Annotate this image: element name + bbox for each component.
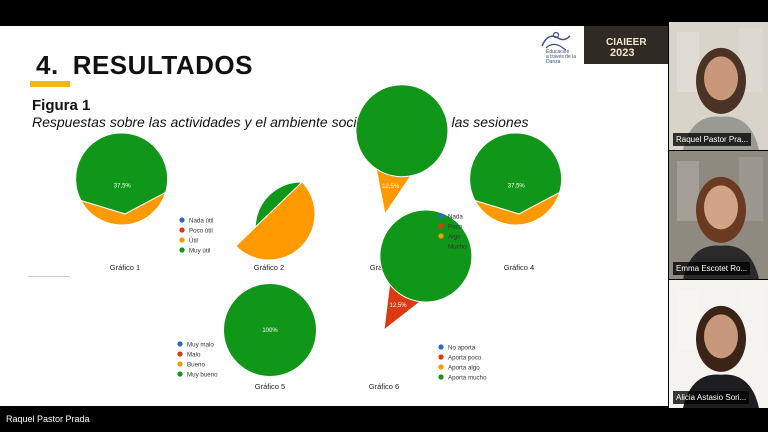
participant-name-label: Alicia Astasio Sori... — [673, 391, 750, 404]
legend-swatch — [177, 341, 183, 347]
pie-slice-label: 62,5% — [119, 240, 137, 246]
section-title: RESULTADOS — [72, 50, 253, 80]
pie-slice-label: 37,5% — [508, 184, 526, 190]
pie-slice-label: 50% — [243, 191, 256, 197]
legend-swatch — [438, 223, 444, 229]
legend-label: Bueno — [187, 361, 205, 368]
legend-swatch — [179, 217, 185, 223]
legend-label: Muy malo — [187, 341, 214, 348]
legend-label: No aporta — [448, 344, 476, 351]
chart-title: Gráfico 2 — [254, 263, 284, 272]
presentation-slide: 4. RESULTADOS Figura 1 Respuestas sobre l… — [0, 26, 668, 406]
pie-chart-4: 62,5% 37,5% Gráfico 4 — [469, 132, 563, 272]
pie-slice — [469, 132, 563, 215]
pie-slice-label: 100% — [262, 328, 278, 334]
ciaieer-logo-line1: CIAIEER — [606, 37, 647, 48]
legend-label: Nada — [448, 213, 463, 220]
title-underline-bar — [30, 81, 70, 87]
legend-swatch — [438, 354, 444, 360]
participant-silhouette-icon — [677, 28, 763, 150]
pie-chart-5: 100% Gráfico 5 — [224, 284, 316, 391]
pie-slice — [75, 132, 169, 215]
participant-video-tile[interactable]: Alicia Astasio Sori... — [669, 280, 768, 408]
participant-video-tile[interactable]: Raquel Pastor Pra... — [669, 22, 768, 150]
pie-slice-label: 62,5% — [513, 240, 531, 246]
chart-title: Gráfico 4 — [504, 263, 534, 272]
chart-title: Gráfico 5 — [255, 382, 285, 391]
legend-swatch — [177, 361, 183, 367]
section-number: 4. — [36, 50, 59, 80]
pie-slice — [235, 181, 316, 261]
pie-slice — [473, 191, 561, 226]
divider-line — [28, 276, 70, 277]
legend-swatch — [438, 364, 444, 370]
ciaieer-logo-line2: 2023 — [610, 47, 635, 59]
legend-swatch — [438, 213, 444, 219]
figure-label: Figura 1 — [32, 97, 91, 114]
legend-swatch — [177, 351, 183, 357]
legend-label: Poco útil — [189, 227, 213, 234]
pie-charts-figure: 62,5% 37,5% Gráfico 1 37,5% 12,5% 50% Gráfico … — [75, 84, 563, 391]
dance-education-logo: Educación a través de la Danza — [532, 28, 582, 65]
legend-label: Mucho — [448, 243, 467, 250]
legend-label: Útil — [189, 237, 198, 244]
chart-legend-3: Muy malo Malo Bueno Muy bueno — [177, 341, 218, 378]
pie-slice — [383, 283, 422, 332]
active-speaker-name: Raquel Pastor Prada — [6, 414, 90, 424]
legend-label: Poco — [448, 223, 463, 230]
participant-name-label: Raquel Pastor Pra... — [673, 133, 752, 146]
legend-label: Aporta poco — [448, 354, 482, 361]
chart-title: Gráfico 1 — [110, 263, 140, 272]
participant-name-label: Emma Escotet Ro... — [673, 262, 751, 275]
section-heading: 4. RESULTADOS — [36, 50, 253, 81]
legend-swatch — [179, 247, 185, 253]
legend-label: Aporta algo — [448, 364, 480, 371]
legend-swatch — [438, 243, 444, 249]
ciaieer-logo: CIAIEER 2023 — [584, 26, 668, 64]
pie-slice-label: 12,5% — [390, 303, 408, 309]
pie-chart-6: 87,5% 12,5% Gráfico 6 — [361, 209, 473, 391]
chart-legend-1: Nada útil Poco útil Útil Muy útil — [179, 217, 213, 254]
pie-slice — [375, 167, 412, 216]
legend-label: Muy bueno — [187, 371, 218, 378]
legend-swatch — [179, 237, 185, 243]
chart-legend-2: Nada Poco Algo Mucho — [438, 213, 467, 250]
pie-slice-label: 37,5% — [114, 184, 132, 190]
logo-text-line2: a través de la — [546, 54, 577, 60]
logo-text-line3: Danza — [546, 59, 561, 65]
pie-chart-2: 37,5%12,5%50%Gráfico 2 — [234, 181, 316, 272]
conference-logos: Educación a través de la Danza CIAIEER 2… — [532, 26, 668, 65]
legend-swatch — [438, 344, 444, 350]
legend-label: Aporta mucho — [448, 374, 487, 381]
pie-slice-label: 87,5% — [371, 240, 389, 246]
chart-title: Gráfico 6 — [369, 382, 399, 391]
pie-slice — [79, 191, 167, 226]
participant-silhouette-icon — [677, 286, 763, 408]
pie-slice — [224, 284, 316, 376]
participant-video-tile[interactable]: Emma Escotet Ro... — [669, 151, 768, 279]
legend-swatch — [438, 374, 444, 380]
chart-legend-4: No aporta Aporta poco Aporta algo Aporta mu… — [438, 344, 487, 381]
participant-silhouette-icon — [677, 157, 763, 279]
legend-label: Algo — [448, 233, 461, 240]
legend-label: Muy útil — [189, 247, 210, 254]
pie-slice-label: 12,5% — [382, 184, 400, 190]
legend-label: Malo — [187, 351, 201, 358]
pie-slice — [355, 84, 449, 216]
pie-slice-label: 87,5% — [361, 353, 379, 359]
legend-swatch — [438, 233, 444, 239]
logo-text-line1: Educación — [546, 49, 570, 55]
pie-chart-1: 62,5% 37,5% Gráfico 1 — [75, 132, 169, 272]
legend-swatch — [177, 371, 183, 377]
dancer-icon — [541, 31, 571, 51]
legend-label: Nada útil — [189, 217, 213, 224]
legend-swatch — [179, 227, 185, 233]
